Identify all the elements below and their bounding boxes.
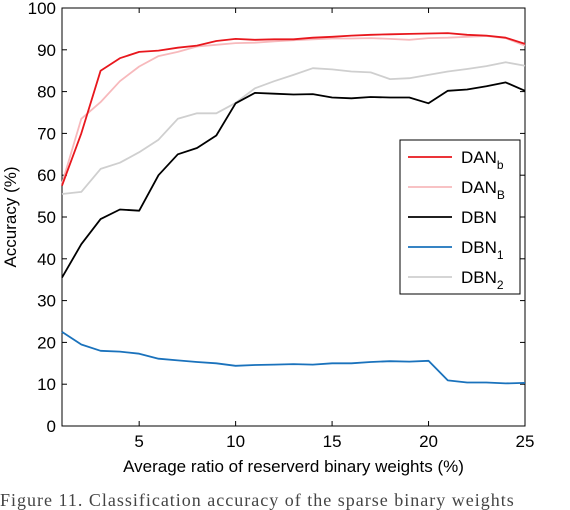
x-tick-label: 15	[323, 432, 342, 451]
x-tick-label: 25	[516, 432, 535, 451]
y-tick-label: 30	[37, 292, 56, 311]
y-tick-label: 20	[37, 333, 56, 352]
legend-label: DANb	[461, 148, 504, 172]
y-tick-label: 60	[37, 166, 56, 185]
series-line-danb	[61, 32, 526, 187]
x-tick-label: 5	[134, 432, 143, 451]
series-line-dbn2	[61, 61, 526, 195]
accuracy-line-chart: 0 10 20 30 40 50 60 70 80 90 100 5 10 15 20 25 Average…	[1, 0, 534, 476]
legend-label: DBN2	[461, 268, 504, 292]
y-tick-label: 40	[37, 250, 56, 269]
x-axis-ticks: 5 10 15 20 25	[134, 8, 534, 451]
x-tick-label: 10	[226, 432, 245, 451]
y-tick-label: 100	[28, 0, 56, 18]
y-tick-label: 80	[37, 83, 56, 102]
legend-label: DBN	[461, 208, 497, 227]
y-tick-label: 0	[47, 417, 56, 436]
series-line-dbn	[61, 81, 526, 279]
y-tick-label: 50	[37, 208, 56, 227]
series-layer	[61, 32, 526, 385]
y-tick-label: 70	[37, 124, 56, 143]
x-axis-title: Average ratio of reserverd binary weight…	[123, 457, 464, 476]
legend-label: DBN1	[461, 238, 504, 262]
y-tick-label: 10	[37, 375, 56, 394]
legend-label: DANB	[461, 178, 505, 202]
figure-caption: Figure 11. Classification accuracy of th…	[0, 490, 515, 510]
y-tick-label: 90	[37, 41, 56, 60]
legend: DANb DANB DBN DBN1 DBN2	[399, 139, 521, 295]
series-line-dbn1	[61, 331, 526, 385]
x-tick-label: 20	[419, 432, 438, 451]
y-axis-title: Accuracy (%)	[1, 166, 20, 267]
